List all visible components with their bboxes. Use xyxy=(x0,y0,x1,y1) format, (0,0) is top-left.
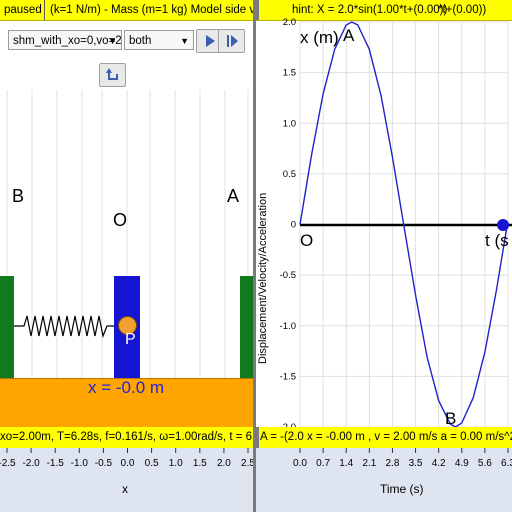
label-B: B xyxy=(12,186,25,206)
hint-equation-tail: *t+(0.00)) xyxy=(438,4,487,16)
position-tick-label: 1.5 xyxy=(193,458,207,469)
time-tick-label: 1.4 xyxy=(339,458,353,469)
label-A: A xyxy=(227,186,240,206)
play-icon xyxy=(205,35,215,47)
position-tick-label: -2.0 xyxy=(22,458,40,469)
position-axis-label: x xyxy=(122,482,128,496)
y-tick-label: 0.5 xyxy=(283,169,296,180)
position-tick-label: 1.0 xyxy=(169,458,183,469)
panel-divider xyxy=(253,0,256,512)
graph-label-A: A xyxy=(343,26,355,45)
graph-label-O: O xyxy=(300,231,314,250)
time-tick-label: 2.1 xyxy=(362,458,376,469)
state-readout: A = -(2.0 x = -0.00 m , v = 2.00 m/s a =… xyxy=(260,431,512,443)
title-separator xyxy=(44,0,45,20)
graph-label-B: B xyxy=(445,409,457,428)
preset-select-value: shm_with_xo=0,vo=2 xyxy=(13,35,122,47)
position-readout: x = -0.0 m xyxy=(88,378,165,397)
spring xyxy=(14,315,114,339)
position-axis: -2.5 -2.0 -1.5 -1.0 -0.5 0.0 0.5 1.0 1.5 2.0 2.5 x xyxy=(0,448,254,512)
position-tick-label: 0.5 xyxy=(145,458,159,469)
mode-select-value: both xyxy=(129,35,152,47)
y-tick-label: 0 xyxy=(291,220,296,231)
time-tick-label: 4.9 xyxy=(455,458,469,469)
hint-equation: hint: X = 2.0*sin(1.00*t+(0.00)) xyxy=(292,4,448,16)
model-title: (k=1 N/m) - Mass (m=1 kg) Model side vie… xyxy=(50,4,254,16)
time-cursor-point xyxy=(497,219,509,231)
label-P: P xyxy=(125,331,136,348)
graph-xlabel: Time (s) xyxy=(380,482,424,496)
position-axis-ticks: -2.5 -2.0 -1.5 -1.0 -0.5 0.0 0.5 1.0 1.5 2.0 2.5 xyxy=(0,448,254,469)
time-tick-label: 2.8 xyxy=(385,458,399,469)
side-view-panel: paused (k=1 N/m) - Mass (m=1 kg) Model s… xyxy=(0,0,254,512)
time-tick-label: 6.3 xyxy=(501,458,512,469)
y-tick-label: 1.0 xyxy=(283,118,296,129)
y-tick-label: -1.5 xyxy=(280,371,296,382)
side-view-info-bar: xo=2.00m, T=6.28s, f=0.161/s, ω=1.00rad/… xyxy=(0,427,254,448)
chevron-down-icon: ▼ xyxy=(180,36,189,46)
ground xyxy=(0,378,254,428)
reset-icon xyxy=(105,68,118,80)
graph-ylabel: Displacement/Velocity/Acceleration xyxy=(257,192,269,364)
status-label: paused xyxy=(4,4,42,16)
time-tick-label: 0.7 xyxy=(316,458,330,469)
chevron-down-icon: ▼ xyxy=(108,36,117,46)
position-tick-label: -2.5 xyxy=(0,458,16,469)
oscillation-info: xo=2.00m, T=6.28s, f=0.161/s, ω=1.00rad/… xyxy=(0,431,254,443)
time-axis-box: 0.0 0.7 1.4 2.1 2.8 3.5 4.2 4.9 5.6 6.3 Time (s) xyxy=(256,448,512,512)
step-button[interactable] xyxy=(218,29,245,53)
info-edge xyxy=(256,427,259,448)
displacement-curve xyxy=(299,21,508,428)
graph-info-bar: A = -(2.0 x = -0.00 m , v = 2.00 m/s a =… xyxy=(256,427,512,448)
time-tick-label: 4.2 xyxy=(432,458,446,469)
y-tick-label: -0.5 xyxy=(280,270,296,281)
graph-hint-bar: hint: X = 2.0*sin(1.00*t+(0.00)) *t+(0.0… xyxy=(256,0,512,21)
graph-t-axis-label: t (s xyxy=(485,231,509,250)
position-tick-label: 2.5 xyxy=(241,458,254,469)
reset-button[interactable] xyxy=(99,63,126,87)
step-icon xyxy=(226,35,238,47)
time-tick-label: 0.0 xyxy=(293,458,307,469)
left-wall xyxy=(0,276,14,378)
graph-y-axis-label: x (m) xyxy=(300,28,339,47)
position-tick-label: 0.0 xyxy=(121,458,135,469)
position-tick-label: -0.5 xyxy=(95,458,113,469)
preset-select[interactable]: shm_with_xo=0,vo=2 ▼ xyxy=(8,30,122,50)
time-axis-ticks: 0.0 0.7 1.4 2.1 2.8 3.5 4.2 4.9 5.6 6.3 xyxy=(293,448,512,469)
y-tick-label: 2.0 xyxy=(283,17,296,28)
y-tick-label: 1.5 xyxy=(283,68,296,79)
mode-select[interactable]: both ▼ xyxy=(124,30,194,50)
position-tick-label: -1.0 xyxy=(71,458,89,469)
y-tick-label: -1.0 xyxy=(280,321,296,332)
mass-center-point xyxy=(118,316,137,335)
time-tick-label: 3.5 xyxy=(409,458,423,469)
y-tick-labels: 2.01.51.00.50-0.5-1.0-1.5-2.0 xyxy=(280,17,296,433)
label-O: O xyxy=(113,210,128,230)
position-tick-label: -1.5 xyxy=(47,458,65,469)
right-wall xyxy=(240,276,254,378)
graph-panel: hint: X = 2.0*sin(1.00*t+(0.00)) *t+(0.0… xyxy=(256,0,512,512)
hint-edge xyxy=(256,0,259,20)
time-tick-label: 5.6 xyxy=(478,458,492,469)
side-view-title-bar: paused (k=1 N/m) - Mass (m=1 kg) Model s… xyxy=(0,0,254,21)
position-tick-label: 2.0 xyxy=(217,458,231,469)
